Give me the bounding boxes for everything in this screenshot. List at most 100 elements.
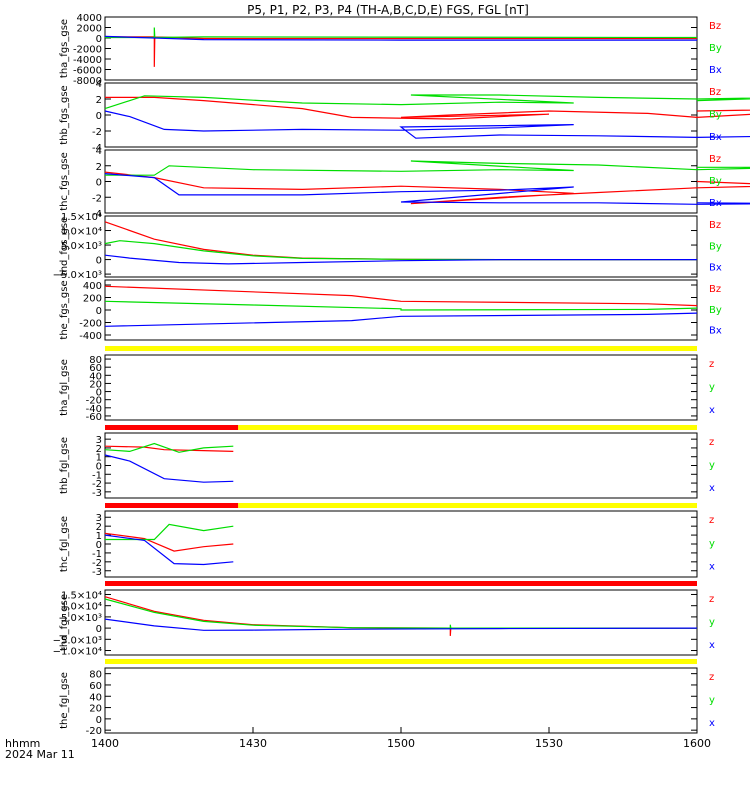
legend-By: By	[709, 110, 722, 121]
legend-y: y	[709, 382, 715, 393]
legend-Bx: Bx	[709, 65, 722, 76]
panel-thd_fgl_gse: 1.5×10⁴1.0×10⁴5.0×10³0−5.0×10³−1.0×10⁴th…	[53, 589, 715, 658]
y-tick-label: -4	[92, 209, 102, 220]
series-x	[104, 618, 698, 631]
y-tick-label: -6000	[73, 66, 102, 77]
y-tick-label: 4	[96, 79, 102, 90]
y-tick-label: 40	[89, 692, 102, 703]
y-tick-label: -4	[92, 143, 102, 154]
status-bar-segment	[238, 503, 697, 508]
series-y	[104, 598, 697, 629]
y-tick-label: −1.0×10⁴	[53, 647, 102, 658]
y-tick-label: -1	[92, 549, 102, 560]
x-axis-label: hhmm	[5, 737, 40, 750]
figure-title: P5, P1, P2, P3, P4 (TH-A,B,C,D,E) FGS, F…	[247, 3, 529, 17]
y-tick-label: 5.0×10³	[61, 613, 102, 624]
panel-frame	[104, 82, 698, 148]
y-tick-label: -3	[92, 488, 102, 499]
y-tick-label: 0	[96, 624, 102, 635]
panel-frame	[104, 589, 698, 656]
y-tick-label: -2000	[73, 45, 102, 56]
y-tick-label: -60	[86, 412, 102, 423]
y-tick-label: -1	[92, 470, 102, 481]
panel-thd_fgs_gse: 1.5×10⁴ 1.0×10⁴ 5.0×10³ 0 −5.0×10³thd_fgs_gs…	[53, 212, 722, 281]
y-axis-label: the_fgl_gse	[59, 672, 70, 729]
series-z	[104, 445, 234, 452]
series-By	[104, 240, 697, 261]
y-tick-label: 60	[89, 363, 102, 374]
y-tick-label: -20	[86, 396, 102, 407]
date-label: 2024 Mar 11	[5, 748, 75, 761]
y-tick-label: -8000	[73, 76, 102, 87]
y-tick-label: 1.5×10⁴	[61, 590, 102, 601]
status-bar-segment	[238, 425, 697, 430]
status-bar-segment	[105, 346, 697, 351]
y-tick-label: 2000	[77, 24, 102, 35]
legend-x: x	[709, 483, 715, 494]
y-tick-label: 80	[89, 355, 102, 366]
legend-z: z	[709, 359, 714, 370]
series-Bz	[104, 171, 750, 205]
legend-y: y	[709, 617, 715, 628]
y-tick-label: -4000	[73, 55, 102, 66]
y-tick-label: 4000	[77, 13, 102, 24]
y-tick-label: 2	[96, 522, 102, 533]
y-tick-label: 0	[96, 388, 102, 399]
y-tick-label: −5.0×10³	[53, 270, 102, 281]
panel-thb_fgs_gse: 4 2 0 -2 -4 thb_fgs_gse Bz By Bx	[59, 79, 750, 154]
y-tick-label: 0	[96, 34, 102, 45]
y-axis-label: thc_fgs_gse	[59, 152, 70, 211]
x-tick-label: 1400	[91, 737, 119, 750]
legend-x: x	[709, 562, 715, 573]
legend-z: z	[709, 594, 714, 605]
y-tick-label: 0	[96, 256, 102, 267]
y-tick-label: 400	[83, 281, 102, 292]
panels: 400020000-2000-4000-6000-8000tha_fgs_gse…	[53, 13, 750, 737]
legend-y: y	[709, 538, 715, 549]
legend-By: By	[709, 305, 722, 316]
x-tick-label: 1530	[535, 737, 563, 750]
status-bar-segment	[105, 425, 239, 430]
y-tick-label: -2	[92, 193, 102, 204]
y-tick-label: 20	[89, 379, 102, 390]
y-tick-label: 80	[89, 670, 102, 681]
series-Bx	[104, 35, 697, 41]
series-Bz	[105, 36, 697, 67]
y-tick-label: -2	[92, 558, 102, 569]
y-tick-label: -2	[92, 479, 102, 490]
legend-x: x	[709, 640, 715, 651]
series-Bx	[104, 254, 697, 265]
legend-x: x	[709, 718, 715, 729]
y-axis-label: thd_fgs_gse	[59, 217, 70, 276]
legend-x: x	[709, 405, 715, 416]
status-bar-segment	[105, 503, 239, 508]
legend-Bz: Bz	[709, 87, 721, 98]
y-tick-label: 4	[96, 146, 102, 157]
y-tick-label: 2	[96, 95, 102, 106]
series-By	[104, 300, 698, 311]
panel-frame	[104, 215, 698, 278]
series-x	[104, 454, 234, 483]
panel-the_fgs_gse: 400 2000 -200-400 the_fgs_gse Bz By Bx	[59, 279, 722, 342]
legend-y: y	[709, 460, 715, 471]
y-tick-label: 1.5×10⁴	[61, 212, 102, 223]
panel-thc_fgs_gse: 4 2 0 -2 -4 thc_fgs_gse Bz By Bx	[59, 146, 750, 220]
y-tick-label: 0	[96, 111, 102, 122]
y-tick-label: 0	[96, 715, 102, 726]
panel-frame	[104, 510, 698, 578]
panel-frame	[104, 354, 698, 421]
y-axis-label: thc_fgl_gse	[59, 516, 70, 572]
series-y	[104, 442, 234, 453]
y-tick-label: 2	[96, 444, 102, 455]
y-tick-label: 5.0×10³	[61, 241, 102, 252]
legend-By: By	[709, 176, 722, 187]
series-By	[105, 27, 698, 39]
y-tick-label: 0	[96, 462, 102, 473]
y-axis-label: thb_fgl_gse	[59, 437, 70, 494]
status-bar-segment	[105, 581, 697, 586]
y-tick-label: 3	[96, 513, 102, 524]
y-tick-label: 1	[96, 453, 102, 464]
x-tick-label: 1600	[683, 737, 711, 750]
panel-frame	[104, 667, 698, 734]
